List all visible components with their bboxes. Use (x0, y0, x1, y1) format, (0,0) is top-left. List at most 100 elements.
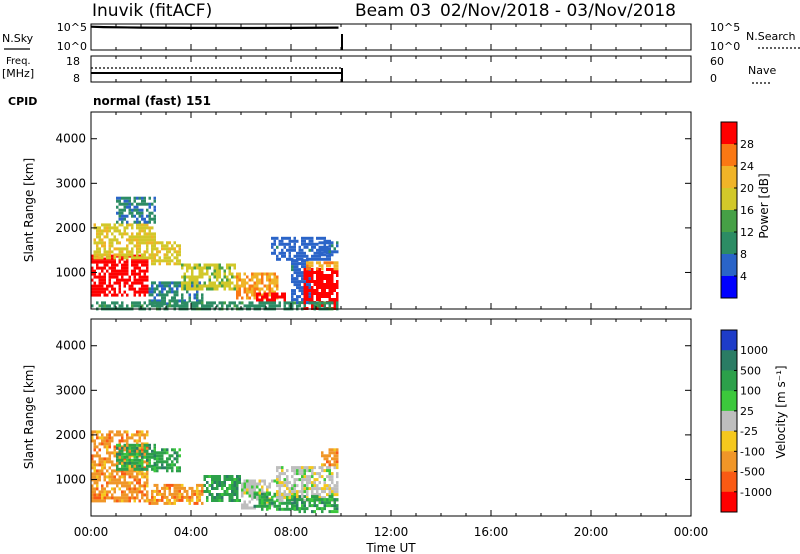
heatmap-cell (178, 262, 181, 266)
heatmap-cell (138, 244, 141, 248)
heatmap-cell (251, 278, 254, 282)
heatmap-cell (148, 498, 151, 502)
heatmap-cell (98, 290, 101, 294)
heatmap-cell (146, 445, 149, 449)
heatmap-cell (228, 278, 231, 282)
heatmap-cell (298, 254, 301, 258)
heatmap-cell (251, 272, 254, 276)
heatmap-cell (323, 289, 326, 292)
heatmap-cell (193, 296, 196, 300)
heatmap-cell (101, 256, 104, 260)
heatmap-cell (308, 501, 311, 505)
heatmap-cell (196, 498, 199, 502)
heatmap-cell (333, 487, 336, 491)
heatmap-cell (331, 463, 334, 467)
heatmap-cell (146, 278, 149, 282)
heatmap-cell (121, 202, 124, 206)
heatmap-cell (326, 460, 329, 464)
heatmap-cell (143, 446, 146, 450)
heatmap-cell (151, 281, 154, 285)
heatmap-cell (293, 493, 296, 497)
heatmap-cell (131, 263, 134, 267)
heatmap-cell (131, 443, 134, 447)
heatmap-cell (318, 487, 321, 491)
heatmap-cell (311, 493, 314, 497)
heatmap-cell (151, 232, 154, 236)
heatmap-cell (183, 304, 186, 308)
heatmap-cell (146, 250, 149, 254)
heatmap-cell (158, 284, 161, 288)
heatmap-cell (261, 498, 264, 502)
heatmap-cell (146, 430, 149, 434)
heatmap-cell (176, 466, 179, 470)
heatmap-cell (328, 277, 331, 280)
heatmap-cell (133, 199, 136, 203)
heatmap-cell (146, 244, 149, 248)
heatmap-cell (296, 504, 299, 508)
heatmap-cell (128, 253, 131, 257)
heatmap-cell (136, 493, 139, 497)
heatmap-cell (188, 266, 191, 270)
heatmap-cell (171, 244, 174, 248)
heatmap-cell (181, 299, 184, 303)
heatmap-cell (141, 275, 144, 279)
heatmap-cell (228, 287, 231, 291)
heatmap-cell (181, 304, 184, 308)
heatmap-cell (116, 472, 119, 476)
colorbar-tick-label: -25 (740, 425, 758, 438)
heatmap-cell (306, 292, 309, 295)
heatmap-cell (218, 263, 221, 267)
heatmap-cell (316, 507, 319, 511)
heatmap-cell (118, 202, 121, 206)
heatmap-cell (136, 478, 139, 482)
heatmap-cell (118, 461, 121, 465)
heatmap-cell (176, 469, 179, 473)
heatmap-cell (166, 256, 169, 260)
heatmap-cell (136, 235, 139, 239)
heatmap-cell (91, 260, 94, 264)
heatmap-cell (226, 304, 229, 308)
heatmap-cell (91, 454, 94, 458)
heatmap-cell (123, 457, 126, 461)
heatmap-cell (158, 454, 161, 458)
heatmap-cell (91, 290, 94, 294)
heatmap-cell (96, 478, 99, 482)
heatmap-cell (131, 281, 134, 285)
heatmap-cell (261, 495, 264, 499)
heatmap-cell (273, 281, 276, 285)
heatmap-cell (286, 478, 289, 482)
heatmap-cell (198, 498, 201, 502)
heatmap-cell (323, 501, 326, 505)
heatmap-cell (121, 266, 124, 270)
heatmap-cell (301, 289, 304, 293)
heatmap-cell (103, 287, 106, 291)
heatmap-cell (113, 253, 116, 257)
heatmap-cell (176, 284, 179, 288)
heatmap-cell (101, 433, 104, 437)
heatmap-cell (108, 244, 111, 248)
heatmap-cell (316, 254, 319, 258)
heatmap-cell (328, 487, 331, 491)
heatmap-cell (266, 485, 269, 489)
heatmap-cell (333, 271, 336, 274)
heatmap-cell (216, 284, 219, 288)
heatmap-cell (158, 492, 161, 496)
heatmap-cell (146, 238, 149, 242)
heatmap-cell (321, 451, 324, 455)
heatmap-cell (228, 496, 231, 499)
heatmap-cell (91, 457, 94, 461)
heatmap-cell (121, 452, 124, 456)
heatmap-cell (326, 268, 329, 271)
heatmap-cell (321, 289, 324, 292)
heatmap-cell (141, 452, 144, 456)
heatmap-cell (198, 483, 201, 487)
heatmap-cell (118, 430, 121, 434)
heatmap-cell (141, 430, 144, 434)
heatmap-cell (93, 260, 96, 264)
heatmap-cell (141, 290, 144, 294)
heatmap-cell (266, 507, 269, 511)
freq-unit-label: [MHz] (2, 67, 34, 80)
heatmap-cell (226, 263, 229, 267)
heatmap-cell (91, 272, 94, 276)
heatmap-cell (106, 263, 109, 267)
